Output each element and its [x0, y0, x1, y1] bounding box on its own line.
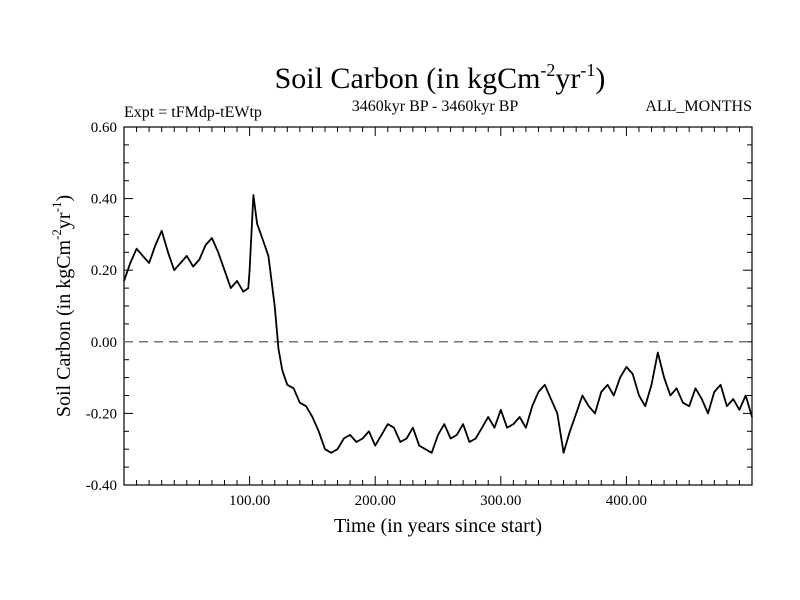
- chart-title-end: ): [595, 62, 605, 95]
- subtitle-months: ALL_MONTHS: [645, 98, 752, 115]
- y-tick-label: 0.60: [91, 120, 117, 136]
- y-tick-label: 0.00: [91, 335, 117, 351]
- x-tick-label: 300.00: [480, 493, 521, 509]
- x-tick-label: 200.00: [355, 493, 396, 509]
- series-line-soil-carbon: [123, 194, 753, 454]
- y-axis-label: Soil Carbon (in kgCm-2yr-1): [49, 195, 75, 417]
- plot-frame: [123, 126, 753, 486]
- y-tick-label: 0.20: [91, 263, 117, 279]
- y-axis-label-sup1: -2: [49, 229, 64, 240]
- x-tick-label: 400.00: [606, 493, 647, 509]
- subtitle-period: 3460kyr BP - 3460kyr BP: [352, 98, 519, 115]
- chart-title-mid: yr: [555, 62, 580, 95]
- y-axis-label-mid: yr: [53, 212, 75, 229]
- chart-title-sup2: -1: [580, 60, 595, 80]
- plot-area: 100.00 200.00 300.00 400.00 -0.40 -0.20 0.00 0.…: [86, 120, 753, 509]
- y-tick-label: -0.40: [86, 478, 117, 494]
- chart-title-main: Soil Carbon (in kgCm: [275, 62, 541, 95]
- y-axis-label-main: Soil Carbon (in kgCm: [53, 239, 75, 417]
- y-tick-label: 0.40: [91, 192, 117, 208]
- x-axis-label: Time (in years since start): [334, 515, 542, 537]
- subtitle-experiment: Expt = tFMdp-tEWtp: [124, 104, 262, 121]
- chart-title: Soil Carbon (in kgCm-2yr-1): [275, 60, 606, 95]
- x-tick-label: 100.00: [229, 493, 270, 509]
- y-axis-label-end: ): [53, 195, 75, 202]
- y-axis-label-sup2: -1: [49, 202, 64, 213]
- chart-title-sup1: -2: [540, 60, 555, 80]
- y-tick-label: -0.20: [86, 406, 117, 422]
